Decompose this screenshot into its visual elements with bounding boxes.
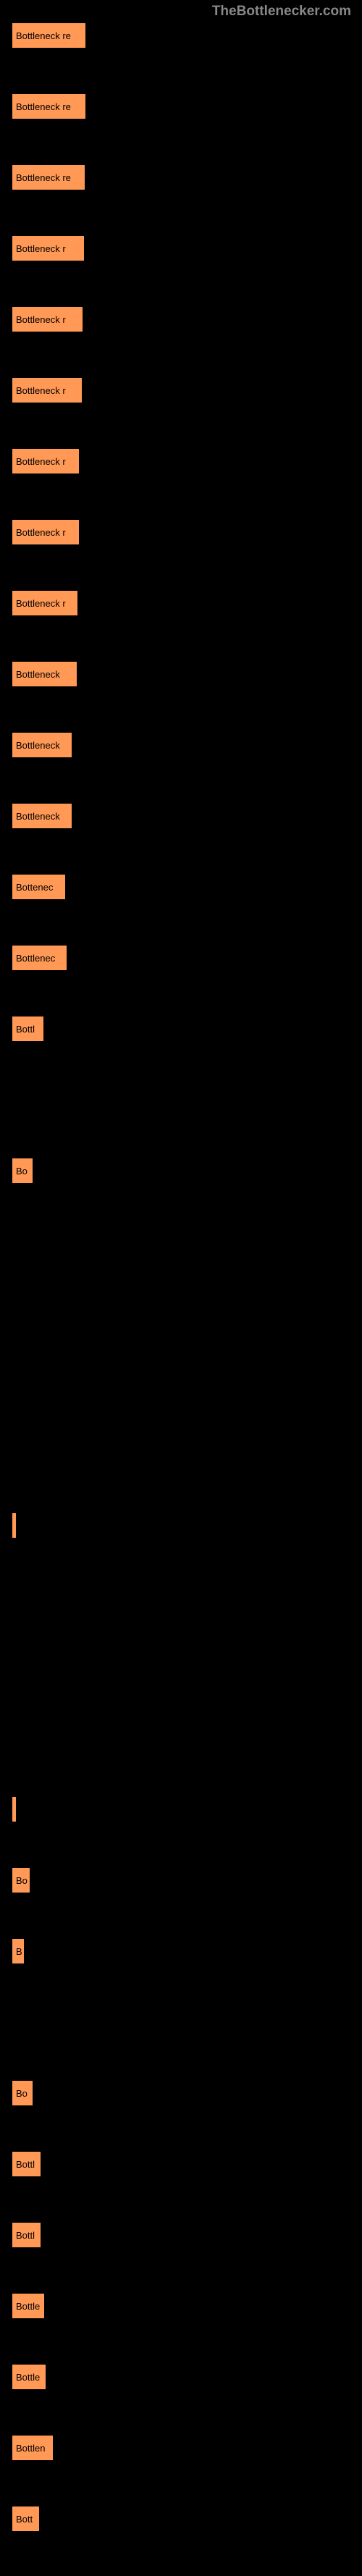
chart-bar [11, 1512, 17, 1539]
chart-bar: Bottleneck r [11, 447, 80, 475]
chart-bar: Bottleneck re [11, 164, 86, 191]
chart-bar: Bottle [11, 2292, 46, 2320]
bar-label: Bottleneck re [16, 30, 71, 41]
bar-label: Bottlenec [16, 953, 55, 964]
bar-label: Bottleneck re [16, 101, 71, 112]
bar-row: Bottl [11, 2150, 351, 2221]
bar-label: Bottenec [16, 882, 53, 893]
bar-row: Bottleneck re [11, 22, 351, 93]
chart-bar: B [11, 1937, 25, 1965]
bar-row: Bottleneck [11, 731, 351, 802]
bar-row: Bottleneck r [11, 306, 351, 376]
bar-label: Bottl [16, 2159, 35, 2170]
bar-label: Bottleneck [16, 669, 60, 680]
bar-row [11, 1725, 351, 1796]
bar-label: Bottleneck r [16, 385, 66, 396]
chart-bar: Bottleneck r [11, 306, 84, 333]
bar-label: Bottleneck r [16, 456, 66, 467]
chart-bar: Bottl [11, 2150, 42, 2178]
chart-bar: Bo [11, 1157, 34, 1184]
chart-bar: Bottle [11, 2363, 47, 2391]
chart-bar: Bottleneck [11, 660, 78, 688]
chart-bar: Bottleneck [11, 731, 73, 759]
chart-bar: Bottleneck r [11, 518, 80, 546]
bar-label: Bottleneck r [16, 527, 66, 538]
bar-row: Bottl [11, 1015, 351, 1086]
chart-bar: Bottleneck [11, 802, 73, 830]
bar-label: Bott [16, 2514, 33, 2525]
chart-bar: Bottlen [11, 2434, 54, 2462]
bar-row: Bottlen [11, 2434, 351, 2505]
watermark-text: TheBottlenecker.com [212, 4, 351, 20]
bar-label: Bottle [16, 2372, 40, 2383]
bar-label: Bottleneck [16, 811, 60, 822]
bar-label: Bottleneck re [16, 172, 71, 183]
bar-row [11, 1654, 351, 1725]
bar-row: Bo [11, 1866, 351, 1937]
chart-bar: Bottleneck r [11, 589, 79, 617]
bar-row: Bo [11, 1157, 351, 1228]
bar-row: Bottle [11, 2292, 351, 2363]
bar-label: Bottleneck r [16, 314, 66, 325]
chart-bar: Bottl [11, 1015, 45, 1043]
bar-row: Bottleneck [11, 802, 351, 873]
bar-label: Bottle [16, 2301, 40, 2312]
chart-bar: Bottleneck re [11, 22, 87, 49]
chart-bar [11, 1796, 17, 1823]
bar-row: Bott [11, 2505, 351, 2576]
chart-bar: Bo [11, 2079, 34, 2107]
chart-bar: Bottenec [11, 873, 67, 901]
bar-row: Bottleneck re [11, 93, 351, 164]
bar-label: Bottl [16, 2230, 35, 2241]
chart-bar: Bottlenec [11, 944, 68, 972]
bar-chart: Bottleneck re Bottleneck re Bottleneck re B… [11, 22, 351, 2576]
chart-bar: Bottleneck re [11, 93, 87, 120]
bar-row: Bottenec [11, 873, 351, 944]
bar-label: Bottlen [16, 2443, 45, 2454]
bar-row [11, 1299, 351, 1370]
bar-row [11, 2008, 351, 2079]
bar-label: B [16, 1946, 22, 1957]
bar-row: B [11, 1937, 351, 2008]
bar-row: Bottleneck r [11, 235, 351, 306]
chart-bar: Bottl [11, 2221, 42, 2249]
bar-label: Bottleneck r [16, 243, 66, 254]
chart-bar: Bottleneck r [11, 376, 83, 404]
bar-row [11, 1228, 351, 1299]
bar-row: Bottleneck re [11, 164, 351, 235]
bar-row [11, 1583, 351, 1654]
bar-row: Bottl [11, 2221, 351, 2292]
chart-bar: Bottleneck r [11, 235, 85, 262]
bar-row: Bottleneck r [11, 589, 351, 660]
bar-label: Bottl [16, 1024, 35, 1035]
chart-bar: Bott [11, 2505, 41, 2533]
bar-row [11, 1441, 351, 1512]
bar-label: Bottleneck r [16, 598, 66, 609]
bar-row: Bottlenec [11, 944, 351, 1015]
bar-label: Bottleneck [16, 740, 60, 751]
bar-row: Bottleneck r [11, 518, 351, 589]
bar-label: Bo [16, 1166, 28, 1177]
bar-row: Bottleneck r [11, 376, 351, 447]
bar-row: Bottleneck [11, 660, 351, 731]
bar-row: Bottle [11, 2363, 351, 2434]
bar-row [11, 1370, 351, 1441]
chart-bar: Bo [11, 1866, 31, 1894]
bar-row: Bottleneck r [11, 447, 351, 518]
bar-row [11, 1086, 351, 1157]
bar-label: Bo [16, 2088, 28, 2099]
bar-row [11, 1512, 351, 1583]
bar-row: Bo [11, 2079, 351, 2150]
bar-row [11, 1796, 351, 1866]
bar-label: Bo [16, 1875, 28, 1886]
